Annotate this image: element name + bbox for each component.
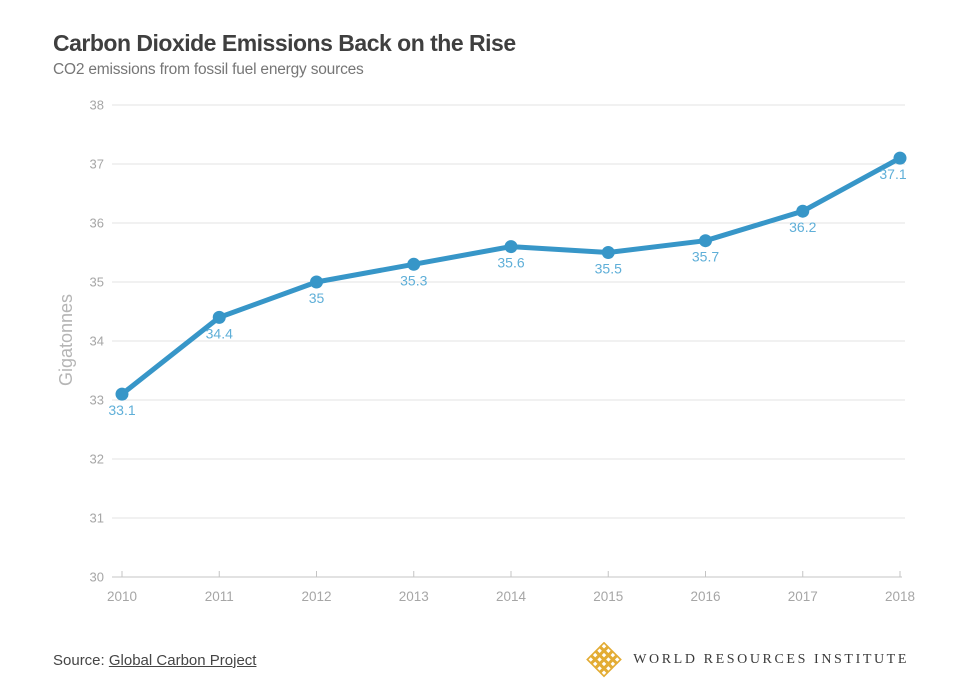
wri-logo: WORLD RESOURCES INSTITUTE xyxy=(586,642,909,678)
y-tick-label: 30 xyxy=(90,570,104,585)
x-tick-label: 2010 xyxy=(107,589,137,604)
source-link[interactable]: Global Carbon Project xyxy=(108,651,257,669)
footer: Source: Global Carbon Project WORLD RESO… xyxy=(53,638,909,682)
data-point-label: 36.2 xyxy=(789,219,816,235)
data-point-label: 35.3 xyxy=(400,272,427,288)
data-point-label: 35.6 xyxy=(497,255,524,271)
wri-lattice-icon xyxy=(586,642,623,678)
data-point[interactable] xyxy=(310,275,323,289)
data-point[interactable] xyxy=(212,310,226,324)
data-point-label: 35.7 xyxy=(692,249,719,265)
y-tick-label: 38 xyxy=(90,98,104,113)
x-tick-label: 2014 xyxy=(496,589,527,604)
y-tick-label: 36 xyxy=(90,216,104,231)
data-point[interactable] xyxy=(601,246,615,259)
x-tick-label: 2016 xyxy=(690,589,720,604)
data-point-label: 37.1 xyxy=(879,166,906,182)
y-tick-label: 31 xyxy=(90,511,104,526)
emissions-line xyxy=(119,155,903,397)
x-tick-label: 2011 xyxy=(205,589,234,604)
y-axis-title: Gigatonnes xyxy=(56,294,76,386)
data-point[interactable] xyxy=(407,257,421,271)
x-tick-label: 2017 xyxy=(788,589,818,604)
data-point-label: 35 xyxy=(309,290,325,306)
y-tick-label: 32 xyxy=(90,452,104,467)
x-tick-label: 2018 xyxy=(885,589,915,604)
x-tick-label: 2013 xyxy=(399,589,429,604)
data-point[interactable] xyxy=(699,234,712,248)
data-point-label: 34.4 xyxy=(206,325,233,341)
source-note: Source: Global Carbon Project xyxy=(53,652,256,669)
data-point[interactable] xyxy=(893,151,907,165)
source-label: Source: xyxy=(53,651,105,669)
y-tick-label: 33 xyxy=(90,393,104,408)
chart-title: Carbon Dioxide Emissions Back on the Ris… xyxy=(53,30,516,56)
data-point[interactable] xyxy=(504,240,518,254)
data-point-label: 33.1 xyxy=(108,402,135,418)
wri-logo-text: WORLD RESOURCES INSTITUTE xyxy=(633,652,909,667)
y-tick-label: 34 xyxy=(90,334,104,349)
data-point[interactable] xyxy=(796,204,810,218)
x-tick-label: 2015 xyxy=(593,589,623,604)
y-tick-label: 37 xyxy=(90,157,104,172)
y-tick-label: 35 xyxy=(90,275,104,290)
data-point[interactable] xyxy=(115,387,129,401)
chart-subtitle: CO2 emissions from fossil fuel energy so… xyxy=(53,61,364,78)
data-point-label: 35.5 xyxy=(595,261,622,277)
x-tick-label: 2012 xyxy=(301,589,331,604)
